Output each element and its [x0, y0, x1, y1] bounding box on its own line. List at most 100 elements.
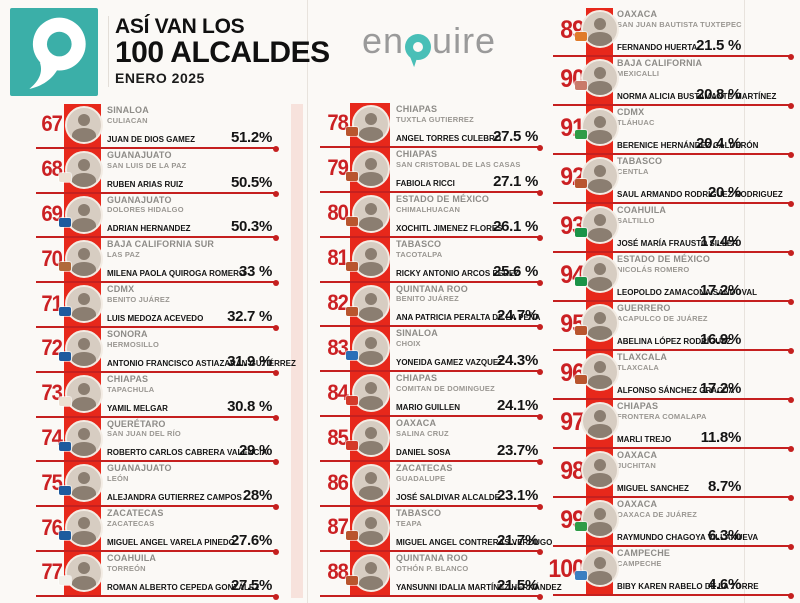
rank-entry: 92 TABASCO CENTLA SAUL ARMANDO RODRIGUEZ RO… — [553, 155, 794, 207]
divider-dot — [273, 324, 279, 331]
approval-value: 50.3% — [230, 218, 272, 236]
rank-number: 71 — [41, 290, 63, 316]
state-label: SINALOA — [396, 328, 438, 339]
person-photo — [65, 329, 103, 368]
divider-line — [36, 504, 279, 511]
person-photo — [581, 10, 619, 48]
approval-value: 21.5% — [496, 576, 538, 594]
person-photo — [352, 509, 390, 548]
rank-number: 72 — [41, 335, 63, 361]
mayor-name: NORMA ALICIA BUSTAMANTE MARTÍNEZ — [617, 92, 777, 101]
divider-line — [36, 548, 279, 555]
entry-text: CDMX BENITO JUÁREZ LUIS MEDOZA ACEVEDO — [107, 284, 276, 328]
title-subtitle: ENERO 2025 — [115, 69, 205, 86]
divider-dot — [273, 190, 279, 197]
city-label: TLÁHUAC — [617, 117, 655, 127]
rank-entry: 95 GUERRERO ACAPULCO DE JUÁREZ ABELINA LÓPE… — [553, 302, 794, 354]
divider-line — [320, 369, 543, 376]
approval-value: 25.6 % — [493, 262, 538, 280]
city-label: TEAPA — [396, 518, 422, 528]
approval-value: 27.5% — [230, 576, 272, 594]
page-title: ASÍ VAN LOS 100 ALCALDES ENERO 2025 — [108, 16, 330, 87]
party-badge — [59, 531, 71, 541]
entry-text: BAJA CALIFORNIA SUR LAS PAZ MILENA PAOLA Q… — [107, 239, 276, 283]
state-label: GUERRERO — [617, 303, 671, 313]
rank-entry: 97 CHIAPAS FRONTERA COMALAPA MARLI TREJO 11.… — [553, 400, 794, 452]
divider-dot — [788, 103, 794, 109]
mayor-name: JOSÉ MARÍA FRAUSTO SILLER — [617, 239, 738, 248]
divider-line — [320, 459, 543, 466]
person-photo — [352, 194, 390, 233]
divider-dot — [788, 446, 794, 452]
person-photo — [352, 239, 390, 278]
mayor-name: LUIS MEDOZA ACEVEDO — [107, 313, 204, 323]
mayor-name: ANTONIO FRANCISCO ASTIAZARÁN GUTIÉRREZ — [107, 358, 296, 368]
divider-dot — [273, 414, 279, 421]
mayor-name: BIBY KAREN RABELO DE LA TORRE — [617, 582, 759, 591]
entry-text: ESTADO DE MÉXICO NICOLÁS ROMERO LEOPOLDO Z… — [617, 254, 791, 302]
city-label: MEXICALLI — [617, 68, 660, 78]
divider-dot — [788, 250, 794, 256]
person-photo — [352, 105, 390, 143]
title-line1: ASÍ VAN LOS — [115, 15, 245, 38]
rank-entry: 81 TABASCO TACOTALPA RICKY ANTONIO ARCOS PE… — [320, 238, 543, 286]
state-label: CHIAPAS — [107, 373, 149, 384]
state-label: QUINTANA ROO — [396, 552, 468, 563]
rank-entry: 98 OAXACA JUCHITAN MIGUEL SANCHEZ 8.7% — [553, 449, 794, 501]
mayor-name: LEOPOLDO ZAMACONA SANDOVAL — [617, 288, 757, 297]
divider-dot — [537, 189, 543, 196]
brand-bubble-q-icon — [405, 34, 432, 60]
entry-text: SINALOA CHOIX YONEIDA GAMEZ VAZQUEZ — [396, 329, 540, 372]
person-photo — [352, 553, 390, 592]
city-label: SAN LUIS DE LA PAZ — [107, 160, 187, 170]
city-label: FRONTERA COMALAPA — [617, 411, 707, 421]
party-badge — [346, 216, 358, 226]
rank-entry: 93 COAHUILA SALTILLO JOSÉ MARÍA FRAUSTO SIL… — [553, 204, 794, 256]
approval-value: 20 % — [708, 184, 741, 201]
divider-line — [553, 250, 794, 256]
rank-number: 87 — [327, 514, 349, 540]
approval-value: 17.4% — [699, 233, 741, 250]
state-label: BAJA CALIFORNIA SUR — [107, 239, 215, 250]
divider-dot — [273, 593, 279, 600]
rank-number: 76 — [41, 514, 63, 540]
divider-dot — [537, 459, 543, 466]
approval-value: 4.6% — [708, 576, 741, 593]
party-badge — [346, 171, 358, 181]
city-label: CULIACAN — [107, 115, 148, 125]
approval-value: 31.9 % — [227, 352, 272, 370]
state-label: CDMX — [617, 107, 645, 117]
mayor-name: MIGUEL ANGEL VARELA PINEDO — [107, 537, 235, 547]
person-photo — [65, 464, 103, 503]
approval-value: 30.8 % — [227, 397, 272, 415]
person-photo — [65, 195, 103, 234]
divider-dot — [273, 235, 279, 242]
city-label: TUXTLA GUTIERREZ — [396, 114, 474, 124]
state-label: TABASCO — [396, 508, 442, 519]
approval-value: 20.4 % — [696, 135, 741, 152]
divider-dot — [788, 348, 794, 354]
divider-line — [553, 397, 794, 403]
party-badge — [346, 531, 358, 541]
divider-dot — [537, 234, 543, 241]
rank-entry: 89 OAXACA SAN JUAN BAUTISTA TUXTEPEC FERNAN… — [553, 8, 794, 60]
party-badge — [575, 179, 587, 188]
entry-text: COAHUILA TORREÓN ROMAN ALBERTO CEPEDA GONZ… — [107, 553, 276, 597]
brand-text-post: uire — [432, 20, 497, 61]
state-label: CHIAPAS — [396, 373, 438, 384]
city-label: GUADALUPE — [396, 474, 446, 484]
party-badge — [59, 396, 71, 406]
party-badge — [59, 486, 71, 496]
approval-value: 11.8% — [700, 429, 742, 446]
entry-text: QUINTANA ROO BENITO JUÁREZ ANA PATRICIA PE… — [396, 284, 540, 328]
person-photo — [581, 206, 619, 244]
entry-text: TABASCO TACOTALPA RICKY ANTONIO ARCOS PERE… — [396, 239, 540, 283]
rank-entry: 68 GUANAJUATO SAN LUIS DE LA PAZ RUBEN ARIA… — [36, 149, 279, 197]
rank-number: 74 — [41, 424, 63, 450]
party-badge — [575, 375, 587, 384]
party-badge — [575, 522, 587, 531]
mayor-name: MIGUEL ANGEL CONTRERAS VERDUGO — [396, 537, 553, 547]
approval-value: 23.1% — [496, 487, 538, 505]
divider-line — [553, 348, 794, 354]
entry-text: ZACATECAS ZACATECAS MIGUEL ANGEL VARELA PI… — [107, 508, 276, 552]
